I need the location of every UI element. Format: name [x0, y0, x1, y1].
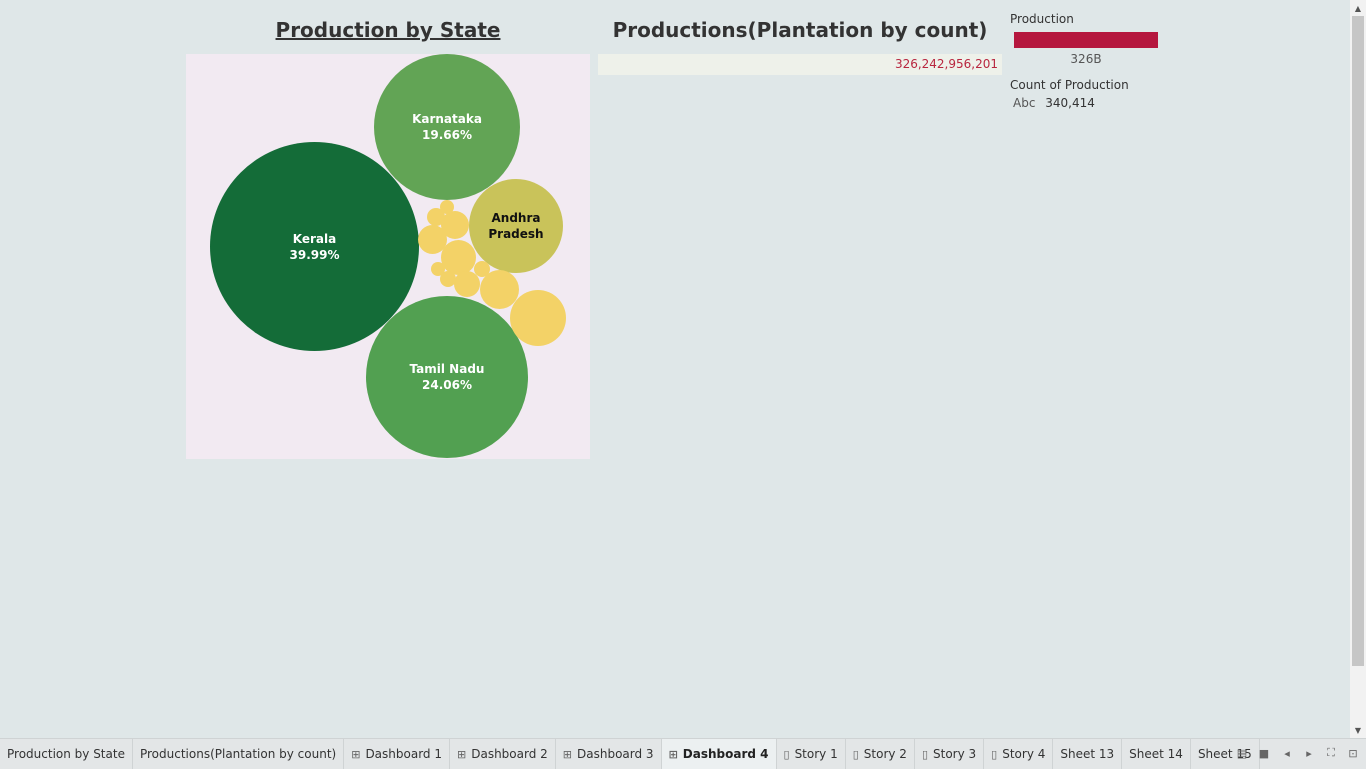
bubble-chart: Kerala 39.99% Karnataka 19.66% Tamil Nad…	[186, 54, 590, 459]
legend-count-row[interactable]: Abc 340,414	[1010, 96, 1170, 110]
tab-dashboard-1[interactable]: ⊞ Dashboard 1	[344, 739, 450, 769]
title-productions-plantation: Productions(Plantation by count)	[612, 18, 988, 42]
tab-label: Story 3	[933, 747, 977, 761]
scroll-down-icon[interactable]: ▼	[1354, 725, 1362, 735]
bubble-small[interactable]	[440, 271, 456, 287]
bubble-pct: 19.66%	[422, 128, 472, 142]
presentation-mode-icon[interactable]: ⊡	[1348, 746, 1358, 760]
title-production-by-state: Production by State	[275, 18, 501, 42]
tab-story-3[interactable]: ▯ Story 3	[915, 739, 985, 769]
tab-story-1[interactable]: ▯ Story 1	[777, 739, 846, 769]
scrollbar-thumb[interactable]	[1352, 16, 1364, 666]
legend-abc-icon: Abc	[1013, 96, 1036, 110]
bubble-label: Karnataka	[412, 112, 482, 126]
tab-dashboard-2[interactable]: ⊞ Dashboard 2	[450, 739, 556, 769]
tab-label: Sheet 15	[1197, 747, 1252, 761]
bubble-small[interactable]	[474, 261, 490, 277]
dashboard-icon: ⊞	[668, 747, 678, 761]
legend: Production 326B Count of Production Abc …	[1010, 12, 1170, 110]
tab-label: Sheet 13	[1060, 747, 1115, 761]
legend-production-title: Production	[1010, 12, 1074, 26]
legend-count-value: 340,414	[1045, 96, 1095, 110]
tab-label: Productions(Plantation by count)	[139, 747, 337, 761]
show-filmstrip-icon[interactable]: ■	[1258, 746, 1270, 760]
bubble-small[interactable]	[510, 290, 566, 346]
story-icon: ▯	[921, 747, 928, 761]
legend-count-title: Count of Production	[1010, 78, 1129, 92]
tab-label: Story 1	[794, 747, 838, 761]
bubble-small[interactable]	[454, 271, 480, 297]
bubble-tamil-nadu[interactable]: Tamil Nadu 24.06%	[366, 296, 528, 458]
bubble-small[interactable]	[441, 240, 476, 275]
tab-label: Story 4	[1002, 747, 1046, 761]
tab-label: Dashboard 1	[365, 747, 442, 761]
legend-production-caption: 326B	[1070, 52, 1102, 66]
tab-sheet-13[interactable]: Sheet 13	[1053, 739, 1123, 769]
production-value-bar[interactable]: 326,242,956,201	[598, 54, 1002, 75]
bubble-small[interactable]	[441, 211, 469, 239]
tab-story-4[interactable]: ▯ Story 4	[984, 739, 1054, 769]
bubble-karnataka[interactable]: Karnataka 19.66%	[374, 54, 520, 200]
bubble-andhra-pradesh[interactable]: Andhra Pradesh	[469, 179, 563, 273]
dashboard-icon: ⊞	[351, 747, 361, 761]
story-icon: ▯	[852, 747, 859, 761]
bubble-pct: 24.06%	[422, 378, 472, 392]
dashboard-icon: ⊞	[457, 747, 467, 761]
dashboard-icon: ⊞	[562, 747, 572, 761]
scroll-left-icon[interactable]: ◂	[1284, 746, 1290, 760]
story-icon: ▯	[783, 747, 790, 761]
bubble-pct: 39.99%	[289, 247, 340, 262]
story-icon: ▯	[991, 747, 998, 761]
tab-label: Dashboard 3	[577, 747, 654, 761]
tab-productions-plantation[interactable]: Productions(Plantation by count)	[133, 739, 345, 769]
bubble-small[interactable]	[427, 208, 445, 226]
tab-dashboard-3[interactable]: ⊞ Dashboard 3	[556, 739, 662, 769]
tab-label: Production by State	[7, 747, 125, 761]
bubble-label: Kerala	[292, 231, 337, 246]
tab-dashboard-4[interactable]: ⊞ Dashboard 4	[661, 739, 777, 769]
sheet-tab-bar: Production by State Productions(Plantati…	[0, 738, 1366, 769]
bubble-small[interactable]	[440, 200, 454, 214]
tab-sheet-15[interactable]: Sheet 15	[1191, 739, 1260, 769]
tab-sheet-14[interactable]: Sheet 14	[1122, 739, 1191, 769]
bubble-kerala[interactable]: Kerala 39.99%	[210, 142, 419, 351]
scroll-up-icon[interactable]: ▲	[1354, 3, 1362, 13]
tab-label: Sheet 14	[1129, 747, 1183, 761]
bubble-small[interactable]	[480, 270, 519, 309]
tab-label: Story 2	[863, 747, 907, 761]
production-value: 326,242,956,201	[894, 57, 998, 71]
show-sheet-sorter-icon[interactable]: ▤	[1236, 746, 1248, 760]
tab-story-2[interactable]: ▯ Story 2	[846, 739, 915, 769]
bubble-label: Andhra Pradesh	[488, 211, 544, 241]
bubble-label: Tamil Nadu	[409, 362, 485, 376]
legend-production-swatch[interactable]	[1014, 32, 1158, 48]
scroll-right-icon[interactable]: ▸	[1306, 746, 1312, 760]
tab-production-by-state[interactable]: Production by State	[0, 739, 133, 769]
tab-label: Dashboard 4	[682, 747, 769, 761]
tab-label: Dashboard 2	[471, 747, 548, 761]
fit-to-window-icon[interactable]: ⛶	[1327, 746, 1335, 759]
